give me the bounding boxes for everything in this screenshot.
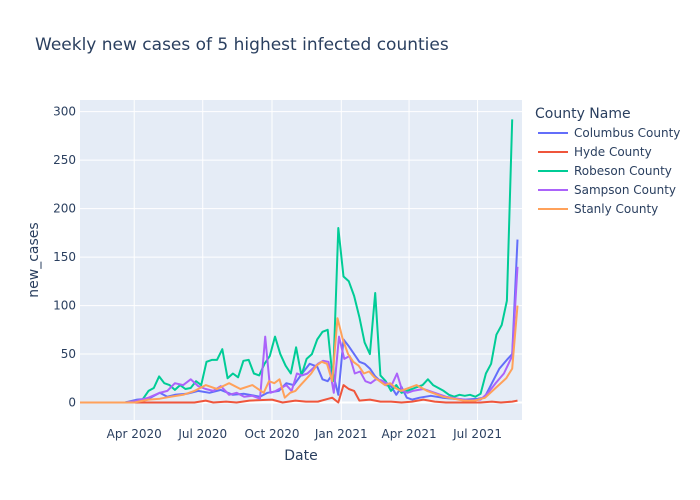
legend-title: County Name bbox=[535, 106, 631, 122]
x-tick-label: Oct 2020 bbox=[244, 427, 299, 441]
x-tick-label: Apr 2021 bbox=[381, 427, 436, 441]
y-tick-label: 0 bbox=[68, 396, 76, 410]
x-tick-label: Jan 2021 bbox=[314, 427, 368, 441]
plot-area bbox=[80, 100, 522, 420]
chart-title: Weekly new cases of 5 highest infected c… bbox=[35, 35, 449, 55]
y-tick-label: 250 bbox=[53, 153, 76, 167]
series-line-robeson-county bbox=[80, 119, 514, 404]
legend-item-label: Stanly County bbox=[574, 202, 658, 216]
legend-item-label: Robeson County bbox=[574, 164, 672, 178]
y-tick-label: 300 bbox=[53, 105, 76, 119]
x-tick-label: Apr 2020 bbox=[107, 427, 162, 441]
series-line-hyde-county bbox=[80, 384, 518, 404]
y-axis-label: new_cases bbox=[26, 222, 42, 297]
y-tick-label: 100 bbox=[53, 299, 76, 313]
y-tick-label: 150 bbox=[53, 250, 76, 264]
x-tick-label: Jul 2021 bbox=[452, 427, 502, 441]
y-tick-label: 200 bbox=[53, 202, 76, 216]
y-tick-labels: 0 50 100 150 200 250 300 bbox=[53, 105, 76, 410]
legend: County Name Columbus County Hyde County Ro… bbox=[535, 106, 680, 216]
legend-item-label: Hyde County bbox=[574, 145, 652, 159]
x-tick-labels: Apr 2020 Jul 2020 Oct 2020 Jan 2021 Apr 2021… bbox=[107, 427, 502, 441]
series-layer bbox=[80, 119, 519, 404]
x-axis-label: Date bbox=[284, 448, 317, 464]
x-tick-label: Jul 2020 bbox=[177, 427, 227, 441]
y-tick-label: 50 bbox=[61, 347, 76, 361]
legend-item-label: Columbus County bbox=[574, 126, 680, 140]
series-line-stanly-county bbox=[80, 305, 519, 404]
legend-item-label: Sampson County bbox=[574, 183, 676, 197]
